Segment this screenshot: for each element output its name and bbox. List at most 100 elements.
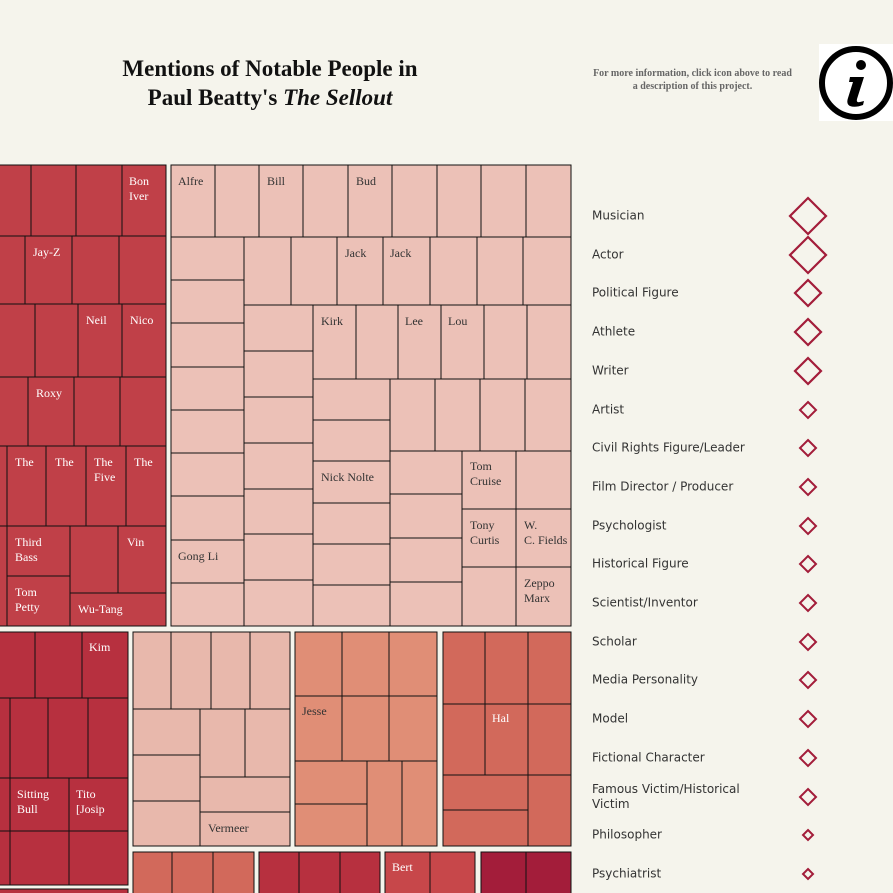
tile-1[interactable] [312, 304, 357, 380]
tile-3[interactable] [132, 754, 201, 802]
legend-item[interactable]: Civil Rights Figure/Leader [592, 430, 882, 466]
legend-item[interactable]: Scholar [592, 624, 882, 660]
tile-2[interactable] [9, 777, 70, 832]
legend-item[interactable]: Philosopher [592, 817, 882, 853]
tile-1[interactable] [391, 164, 438, 238]
tile-0[interactable] [71, 235, 120, 305]
tile-1[interactable] [170, 582, 245, 627]
legend-item[interactable]: Musician [592, 196, 882, 236]
tile-2[interactable] [9, 830, 70, 886]
legend-item[interactable]: Actor [592, 235, 882, 275]
tile-1[interactable] [355, 304, 399, 380]
tile-3[interactable] [132, 708, 201, 756]
tile-3[interactable] [244, 708, 291, 778]
tile-1[interactable] [434, 378, 481, 452]
tile-0[interactable] [119, 376, 167, 447]
tile-5[interactable] [442, 631, 486, 705]
tile-6[interactable] [212, 851, 255, 893]
tile-2[interactable] [34, 631, 83, 699]
tile-0[interactable] [6, 575, 71, 627]
tile-6[interactable] [171, 851, 214, 893]
tile-1[interactable] [170, 539, 245, 584]
tile-2[interactable] [87, 697, 129, 779]
tile-0[interactable] [34, 303, 79, 378]
tile-1[interactable] [312, 378, 391, 421]
tile-1[interactable] [515, 508, 572, 568]
tile-1[interactable] [389, 537, 463, 583]
tile-1[interactable] [170, 452, 245, 497]
tile-2[interactable] [0, 777, 11, 832]
tile-1[interactable] [429, 236, 478, 306]
tile-1[interactable] [302, 164, 349, 238]
tile-4[interactable] [401, 760, 438, 847]
tile-0[interactable] [0, 235, 26, 305]
info-button[interactable] [819, 44, 893, 121]
legend-item[interactable]: Artist [592, 392, 882, 428]
tile-7[interactable] [339, 851, 381, 893]
tile-1[interactable] [243, 350, 314, 398]
tile-1[interactable] [243, 396, 314, 444]
tile-3[interactable] [199, 776, 291, 813]
tile-4[interactable] [294, 803, 368, 847]
tile-4[interactable] [341, 695, 390, 762]
tile-3[interactable] [132, 800, 201, 847]
tile-0[interactable] [0, 164, 32, 237]
tile-0[interactable] [125, 445, 167, 527]
tile-2[interactable] [9, 697, 49, 779]
tile-5[interactable] [527, 631, 572, 705]
tile-0[interactable] [24, 235, 73, 305]
tile-1[interactable] [336, 236, 384, 306]
tile-0[interactable] [0, 303, 36, 378]
tile-2[interactable] [0, 888, 129, 893]
tile-1[interactable] [389, 581, 463, 627]
legend-item[interactable]: Famous Victim/Historical Victim [592, 779, 882, 815]
tile-4[interactable] [294, 760, 368, 805]
tile-1[interactable] [525, 164, 572, 238]
tile-1[interactable] [170, 322, 245, 368]
tile-1[interactable] [243, 488, 314, 535]
tile-3[interactable] [199, 708, 246, 778]
tile-2[interactable] [68, 830, 129, 886]
tile-0[interactable] [30, 164, 77, 237]
tile-0[interactable] [75, 164, 123, 237]
tile-1[interactable] [312, 419, 391, 462]
legend-item[interactable]: Media Personality [592, 662, 882, 698]
tile-1[interactable] [290, 236, 338, 306]
tile-1[interactable] [389, 450, 463, 495]
tile-5[interactable] [442, 703, 486, 776]
tile-1[interactable] [522, 236, 572, 306]
tile-3[interactable] [170, 631, 212, 710]
tile-1[interactable] [526, 304, 572, 380]
tile-1[interactable] [312, 502, 391, 545]
tile-1[interactable] [524, 378, 572, 452]
legend-item[interactable]: Model [592, 701, 882, 737]
tile-1[interactable] [243, 304, 314, 352]
legend-item[interactable]: Writer [592, 353, 882, 389]
tile-1[interactable] [397, 304, 442, 380]
tile-1[interactable] [312, 543, 391, 586]
tile-5[interactable] [442, 774, 529, 811]
tile-1[interactable] [170, 495, 245, 541]
legend-item[interactable]: Film Director / Producer [592, 469, 882, 505]
legend-item[interactable]: Political Figure [592, 275, 882, 311]
tile-1[interactable] [461, 566, 517, 627]
tile-7[interactable] [480, 851, 527, 893]
tile-0[interactable] [73, 376, 121, 447]
legend-item[interactable]: Fictional Character [592, 740, 882, 776]
tile-2[interactable] [47, 697, 89, 779]
tile-1[interactable] [243, 579, 314, 627]
tile-1[interactable] [170, 366, 245, 411]
tile-0[interactable] [121, 164, 167, 237]
tile-3[interactable] [132, 631, 172, 710]
legend-item[interactable]: Athlete [592, 314, 882, 350]
tile-1[interactable] [480, 164, 527, 238]
tile-4[interactable] [388, 695, 438, 762]
tile-1[interactable] [382, 236, 431, 306]
legend-item[interactable]: Psychologist [592, 508, 882, 544]
legend-item[interactable]: Psychiatrist [592, 856, 882, 892]
tile-1[interactable] [170, 279, 245, 324]
tile-5[interactable] [527, 774, 572, 847]
tile-4[interactable] [294, 695, 343, 762]
tile-2[interactable] [0, 631, 36, 699]
tile-4[interactable] [294, 631, 343, 697]
